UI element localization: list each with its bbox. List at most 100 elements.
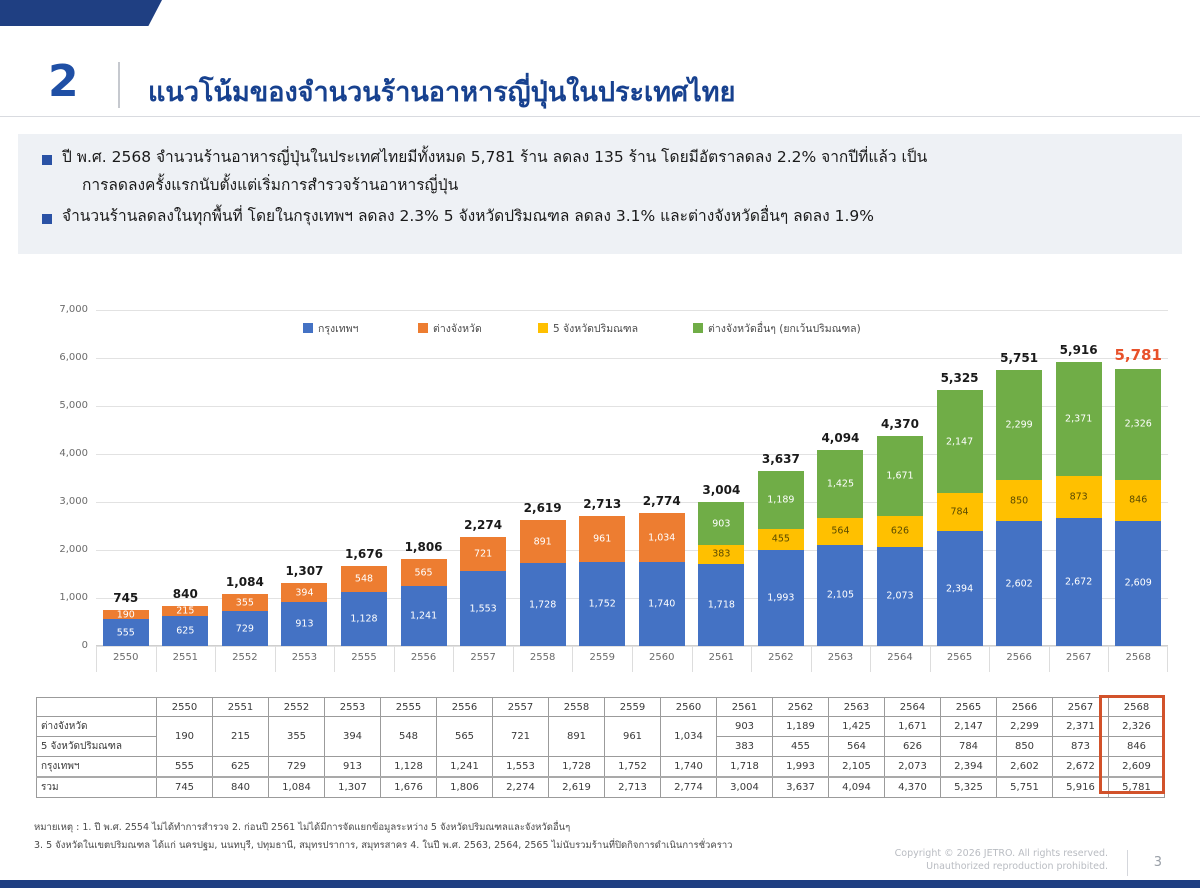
x-axis-tick-label: 2559 <box>589 652 615 663</box>
bar-column[interactable]: 1,425 564 2,105 4,094 <box>817 431 864 646</box>
bar-column[interactable]: 215 625 840 <box>162 587 209 646</box>
copyright-line-2: Unauthorized reproduction prohibited. <box>926 860 1108 872</box>
chart-gridline <box>96 454 1168 455</box>
bar-segment: 2,609 <box>1115 520 1162 646</box>
x-axis-separator <box>572 646 574 672</box>
bar-column[interactable]: 721 1,553 2,274 <box>460 518 507 646</box>
y-axis-tick-label: 2,000 <box>59 544 88 555</box>
table-row-header: รวม <box>36 776 157 798</box>
bar-total-label: 2,619 <box>523 501 562 516</box>
bar-segment: 1,189 <box>757 471 804 529</box>
table-row: กรุงเทพฯ 555 625 729 913 1,128 1,241 1,553 1,728… <box>36 756 1165 778</box>
bar-segment: 394 <box>281 583 328 603</box>
table-cell: 383 <box>716 736 773 757</box>
bar-total-label: 1,084 <box>225 574 264 589</box>
table-cell: 840 <box>212 776 269 798</box>
chart-gridline <box>96 598 1168 599</box>
bar-segment: 850 <box>996 480 1043 522</box>
footnote-line-1: หมายเหตุ : 1. ปี พ.ศ. 2554 ไม่ได้ทำการสำ… <box>34 822 571 833</box>
bar-total-label: 1,307 <box>285 564 324 579</box>
table-cell: 625 <box>212 756 269 778</box>
bar-column[interactable]: 2,326 846 2,609 5,781 <box>1114 346 1162 646</box>
bar-segment-value: 626 <box>890 525 910 537</box>
table-row-header: ต่างจังหวัด <box>36 716 157 737</box>
table-column-header: 2565 <box>940 697 997 717</box>
table-cell: 4,094 <box>828 776 885 798</box>
chart-gridline <box>96 406 1168 407</box>
x-axis-separator <box>870 646 872 672</box>
x-axis-separator <box>512 646 514 672</box>
bar-total-label: 1,806 <box>404 540 443 555</box>
table-row: รวม 745 840 1,084 1,307 1,676 1,806 2,274 2,619 2… <box>36 776 1165 798</box>
bar-segment-value: 1,553 <box>469 603 497 615</box>
bar-column[interactable]: 565 1,241 1,806 <box>400 540 447 646</box>
copyright-notice: Copyright © 2026 JETRO. All rights reser… <box>895 848 1108 874</box>
table-cell: 2,299 <box>996 716 1053 737</box>
table-cell: 1,806 <box>436 776 493 798</box>
bar-segment-value: 555 <box>116 627 135 639</box>
x-axis-tick-label: 2565 <box>946 652 973 663</box>
table-cell: 2,274 <box>492 776 549 798</box>
table-cell: 355 <box>268 716 325 757</box>
table-cell: 745 <box>156 776 213 798</box>
table-cell: 1,189 <box>772 716 829 737</box>
bar-column[interactable]: 355 729 1,084 <box>221 575 268 646</box>
bar-column[interactable]: 548 1,128 1,676 <box>341 547 387 646</box>
bar-segment: 1,553 <box>460 571 507 646</box>
table-cell: 1,425 <box>828 716 885 737</box>
legend-label: ต่างจังหวัดอื่นๆ (ยกเว้นปริมณฑล) <box>708 323 861 335</box>
bar-column[interactable]: 1,034 1,740 2,774 <box>638 494 685 646</box>
bar-total-label: 3,637 <box>761 452 800 467</box>
page-title: แนวโน้มของจำนวนร้านอาหารญี่ปุ่นในประเทศไ… <box>148 77 736 108</box>
table-cell: 2,609 <box>1108 756 1165 778</box>
bar-segment-value: 913 <box>295 618 314 630</box>
bar-segment-value: 721 <box>474 548 493 560</box>
bar-column[interactable]: 2,299 850 2,602 5,751 <box>996 351 1043 646</box>
chart-gridline <box>96 310 1168 311</box>
table-cell: 3,004 <box>716 776 773 798</box>
table-corner-cell <box>36 697 157 717</box>
x-axis-separator <box>274 646 276 672</box>
table-cell: 1,671 <box>884 716 941 737</box>
bar-total-label: 5,325 <box>940 371 979 386</box>
bar-segment: 355 <box>221 593 268 612</box>
bar-column[interactable]: 903 383 1,718 3,004 <box>698 483 745 646</box>
page-number: 3 <box>1153 855 1162 870</box>
bullet-2-line-1: จำนวนร้านลดลงในทุกพื้นที่ โดยในกรุงเทพฯ … <box>62 207 875 225</box>
x-axis-separator <box>334 646 336 672</box>
slide-header: 2 แนวโน้มของจำนวนร้านอาหารญี่ปุ่นในประเท… <box>0 26 1200 108</box>
bar-segment-value: 873 <box>1069 491 1088 503</box>
table-column-header: 2564 <box>884 697 941 717</box>
top-accent-slant <box>128 0 162 26</box>
table-header-row: 2550 2551 2552 2553 2555 2556 2557 2558 2559 2560… <box>36 697 1165 717</box>
bar-segment: 891 <box>519 520 566 564</box>
table-column-header: 2553 <box>324 697 381 717</box>
bar-column[interactable]: 394 913 1,307 <box>281 564 328 646</box>
bar-segment-value: 383 <box>712 548 731 560</box>
table-cell: 5,781 <box>1108 776 1165 798</box>
bar-segment-value: 784 <box>950 506 969 518</box>
bar-column[interactable]: 1,189 455 1,993 3,637 <box>757 452 804 646</box>
table-row-header: กรุงเทพฯ <box>36 756 157 778</box>
bar-segment-value: 903 <box>712 518 731 529</box>
bar-column[interactable]: 891 1,728 2,619 <box>519 501 566 646</box>
x-axis-separator <box>1167 646 1168 672</box>
bar-column[interactable]: 1,671 626 2,073 4,370 <box>877 417 923 646</box>
table-cell: 850 <box>996 736 1053 757</box>
x-axis-tick-label: 2567 <box>1065 652 1092 663</box>
section-number: 2 <box>48 56 79 107</box>
bar-segment-value: 1,189 <box>767 494 795 506</box>
bar-column[interactable]: 2,371 873 2,672 5,916 <box>1055 343 1102 646</box>
bar-column[interactable]: 2,147 784 2,394 5,325 <box>936 371 983 646</box>
x-axis-separator <box>155 646 157 672</box>
bar-total-label: 2,274 <box>464 517 503 532</box>
bar-total-label: 1,676 <box>345 546 383 561</box>
table-cell: 2,105 <box>828 756 885 778</box>
legend-swatch-icon <box>418 323 428 333</box>
bar-column[interactable]: 190 555 745 <box>102 591 149 646</box>
bar-total-label: 4,370 <box>881 417 919 432</box>
table-cell: 913 <box>324 756 381 778</box>
table-cell: 564 <box>828 736 885 757</box>
bar-column[interactable]: 961 1,752 2,713 <box>579 497 626 646</box>
bar-segment-value: 846 <box>1129 494 1148 506</box>
